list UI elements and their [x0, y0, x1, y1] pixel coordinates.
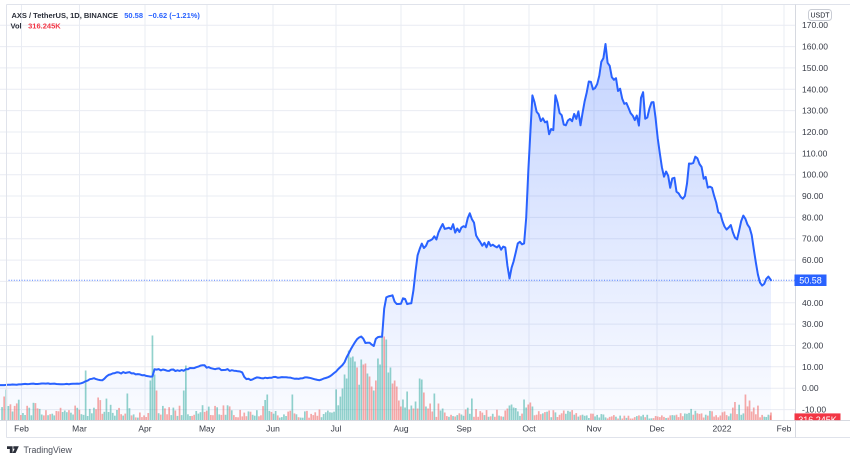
- svg-text:90.00: 90.00: [802, 191, 824, 201]
- svg-text:20.00: 20.00: [802, 341, 824, 351]
- svg-text:Jun: Jun: [266, 424, 280, 434]
- svg-text:110.00: 110.00: [802, 148, 828, 158]
- svg-text:130.00: 130.00: [802, 106, 828, 116]
- svg-text:30.00: 30.00: [802, 319, 824, 329]
- svg-text:60.00: 60.00: [802, 255, 824, 265]
- svg-text:TradingView: TradingView: [24, 445, 73, 455]
- svg-text:-10.00: -10.00: [802, 405, 826, 415]
- svg-text:Aug: Aug: [393, 424, 408, 434]
- svg-text:0.00: 0.00: [802, 383, 819, 393]
- svg-text:40.00: 40.00: [802, 298, 824, 308]
- svg-text:Nov: Nov: [586, 424, 602, 434]
- svg-text:Mar: Mar: [72, 424, 87, 434]
- svg-text:Sep: Sep: [456, 424, 471, 434]
- svg-text:120.00: 120.00: [802, 127, 828, 137]
- svg-text:150.00: 150.00: [802, 63, 828, 73]
- svg-text:Jul: Jul: [331, 424, 342, 434]
- svg-text:Apr: Apr: [138, 424, 151, 434]
- svg-text:10.00: 10.00: [802, 362, 824, 372]
- svg-text:2022: 2022: [713, 424, 732, 434]
- svg-text:Oct: Oct: [522, 424, 536, 434]
- svg-text:70.00: 70.00: [802, 234, 824, 244]
- svg-text:140.00: 140.00: [802, 84, 828, 94]
- svg-text:50.58: 50.58: [799, 276, 822, 286]
- svg-text:100.00: 100.00: [802, 170, 828, 180]
- svg-text:316.245K: 316.245K: [798, 415, 837, 425]
- svg-text:160.00: 160.00: [802, 42, 828, 52]
- svg-text:USDT: USDT: [810, 13, 830, 20]
- svg-text:Dec: Dec: [649, 424, 665, 434]
- svg-text:May: May: [199, 424, 216, 434]
- svg-text:80.00: 80.00: [802, 212, 824, 222]
- svg-text:Feb: Feb: [14, 424, 29, 434]
- svg-text:170.00: 170.00: [802, 20, 828, 30]
- svg-text:Feb: Feb: [777, 424, 792, 434]
